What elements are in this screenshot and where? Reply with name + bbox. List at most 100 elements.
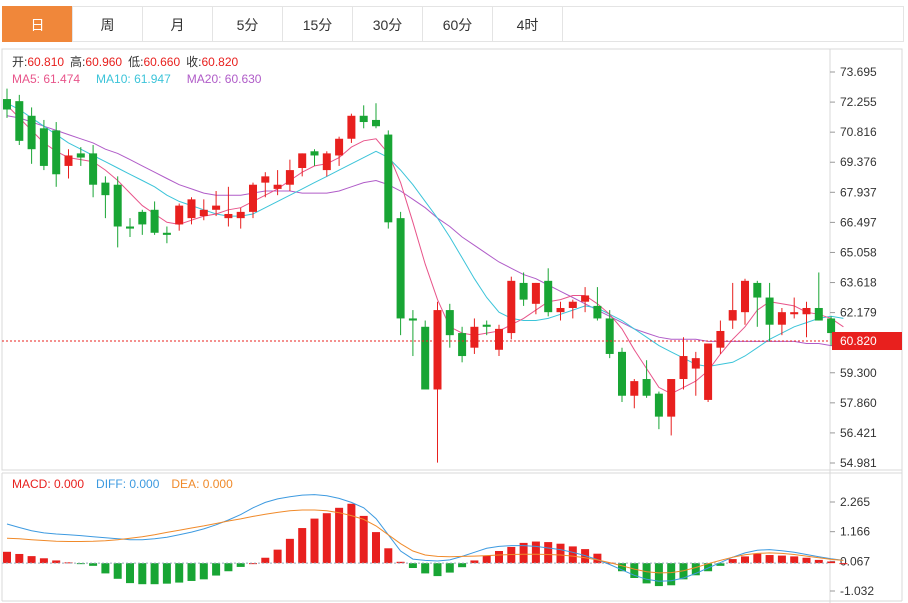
legend-diff_label: DIFF: 0.000 xyxy=(96,477,160,491)
period-tabs: 日周月 5分 15分 30分 60分 4时 xyxy=(0,0,908,46)
macd-bar xyxy=(89,563,98,566)
candle-body xyxy=(310,151,319,156)
macd-bar xyxy=(482,555,491,564)
macd-bar xyxy=(618,563,626,572)
y-tick-label: 66.497 xyxy=(840,215,877,229)
macd-bar xyxy=(126,563,134,584)
candle-body xyxy=(249,184,257,212)
macd-bar xyxy=(224,563,233,572)
macd-bar xyxy=(372,532,380,564)
tab-bar-filler xyxy=(562,6,904,42)
candle-body xyxy=(285,170,294,185)
candle-body xyxy=(482,324,491,327)
macd-bar xyxy=(335,507,344,564)
ohlc-open: 60.810 xyxy=(27,55,64,69)
candle-body xyxy=(199,209,208,217)
candle-body xyxy=(89,153,98,185)
candle-body xyxy=(298,153,307,169)
candle-body xyxy=(777,312,786,325)
candle-body xyxy=(347,115,356,139)
macd-bar xyxy=(384,548,393,564)
tab-0[interactable]: 日 xyxy=(2,6,72,42)
candle-body xyxy=(642,379,651,396)
macd-bar xyxy=(3,551,11,564)
macd-bar xyxy=(187,563,196,581)
candle-body xyxy=(716,330,725,348)
ma5-line xyxy=(6,104,844,395)
ohlc-low_label: 低: xyxy=(128,55,143,69)
legend-macd_label: MACD: 0.000 xyxy=(12,477,84,491)
macd-y-tick-label: 1.166 xyxy=(840,525,870,539)
candle-body xyxy=(236,211,245,219)
candle-body xyxy=(126,226,134,229)
candle-body xyxy=(544,280,553,313)
macd-bar xyxy=(175,563,184,583)
current-price-badge xyxy=(832,332,902,351)
tab-4[interactable]: 15分 xyxy=(282,6,352,42)
macd-bar xyxy=(593,553,602,564)
candle-body xyxy=(458,333,467,357)
macd-bar xyxy=(273,549,282,564)
macd-info: MACD: 0.000 DIFF: 0.000 DEA: 0.000 xyxy=(12,477,233,491)
y-tick-label: 70.816 xyxy=(840,125,877,139)
candle-body xyxy=(396,218,405,319)
candle-body xyxy=(704,343,713,400)
tab-1[interactable]: 周 xyxy=(72,6,142,42)
y-tick-label: 62.179 xyxy=(840,306,877,320)
candle-body xyxy=(433,310,442,390)
macd-bar xyxy=(568,546,577,564)
candle-body xyxy=(76,153,85,158)
macd-bar xyxy=(27,556,36,564)
candle-body xyxy=(384,134,393,223)
macd-bar xyxy=(39,558,48,564)
ohlc-close: 60.820 xyxy=(201,55,238,69)
candle-body xyxy=(15,101,24,141)
macd-bar xyxy=(310,518,319,564)
macd-bar xyxy=(15,553,24,564)
candle-body xyxy=(3,99,11,110)
macd-bar xyxy=(495,550,503,564)
macd-bar xyxy=(298,528,307,564)
candle-body xyxy=(667,379,676,417)
macd-y-tick-label: 2.265 xyxy=(840,495,870,509)
macd-bar xyxy=(691,563,700,576)
ohlc-open_label: 开: xyxy=(12,55,27,69)
candle-body xyxy=(470,326,479,348)
ma20-line xyxy=(6,115,844,347)
macd-bar xyxy=(421,563,430,574)
candle-body xyxy=(556,307,565,313)
candle-body xyxy=(495,328,503,350)
candle-body xyxy=(27,115,36,150)
y-tick-label: 56.421 xyxy=(840,426,877,440)
tab-2[interactable]: 月 xyxy=(142,6,212,42)
ohlc-close_label: 收: xyxy=(186,55,201,69)
macd-bar xyxy=(741,556,749,564)
macd-bar xyxy=(802,557,811,564)
candle-body xyxy=(568,301,577,308)
macd-bar xyxy=(679,563,688,580)
candle-body xyxy=(679,356,688,380)
candle-body xyxy=(39,128,48,166)
macd-bar xyxy=(753,553,762,564)
candle-body xyxy=(593,305,602,319)
candle-body xyxy=(741,280,749,313)
macd-bar xyxy=(285,538,294,564)
dea-line xyxy=(6,509,844,574)
candle-body xyxy=(113,184,122,227)
candle-body xyxy=(101,182,110,196)
candle-body xyxy=(728,310,737,321)
tab-7[interactable]: 4时 xyxy=(492,6,562,42)
tab-5[interactable]: 30分 xyxy=(352,6,422,42)
ohlc-high: 60.960 xyxy=(85,55,122,69)
tab-6[interactable]: 60分 xyxy=(422,6,492,42)
candle-body xyxy=(175,205,184,225)
tab-3[interactable]: 5分 xyxy=(212,6,282,42)
candle-body xyxy=(273,184,282,189)
legend-ma10_label: MA10: 61.947 xyxy=(96,72,171,86)
macd-bar xyxy=(212,563,221,576)
macd-bar xyxy=(827,561,836,564)
y-tick-label: 69.376 xyxy=(840,155,877,169)
candle-body xyxy=(138,211,147,225)
candle-body xyxy=(187,199,196,219)
candle-body xyxy=(581,295,590,302)
